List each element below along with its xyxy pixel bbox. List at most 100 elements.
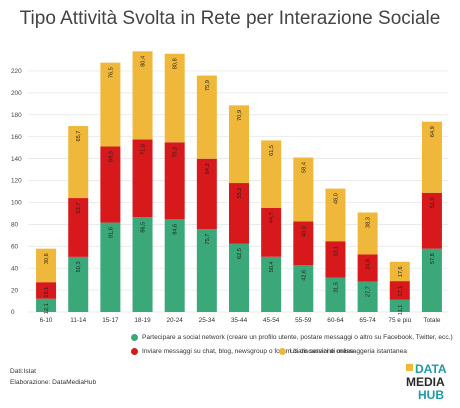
x-tick-label: 18-19: [134, 317, 151, 324]
elaboration-note: Elaborazione: DataMediaHub: [10, 379, 97, 386]
bar-segment: [325, 188, 346, 242]
bar-value-label: 31,5: [333, 282, 339, 293]
datamediahub-logo: DATA MEDIA HUB: [406, 362, 447, 402]
bar-segment: [36, 298, 57, 312]
x-tick-label: 45-54: [263, 317, 280, 324]
x-tick-label: 35-44: [231, 317, 248, 324]
bar-segment: [421, 248, 442, 312]
y-axis-ticks: 0 20 40 60 80 100 120 140 160 180 200 220: [11, 68, 22, 316]
bar-value-label: 75,7: [205, 234, 211, 245]
bar-value-label: 42,6: [301, 270, 307, 281]
bar-segment: [389, 299, 410, 312]
bar-group: 31,5 33,1 48,0: [325, 188, 346, 312]
bar-value-label: 53,7: [76, 203, 82, 214]
bar-segment: [164, 219, 185, 312]
bar-segment: [421, 192, 442, 249]
x-axis-ticks: 6-10 11-14 15-17 18-19 20-24 25-34 35-44 45-54 5…: [40, 317, 441, 324]
bar-segment: [68, 126, 89, 199]
bar-segment: [421, 121, 442, 193]
bar-value-label: 12,1: [44, 303, 50, 314]
legend-label-messaging: Usare servizi di messaggeria istantanea: [290, 348, 407, 355]
bar-value-label: 70,9: [237, 110, 243, 121]
bar-value-label: 71,0: [141, 144, 147, 155]
bar-value-label: 17,1: [398, 286, 404, 297]
bar-value-label: 55,2: [237, 188, 243, 199]
y-tick-label: 220: [11, 68, 22, 75]
y-tick-label: 100: [11, 200, 22, 207]
x-tick-label: 55-59: [295, 317, 312, 324]
x-tick-label: 11-14: [70, 317, 86, 324]
x-tick-label: Totale: [423, 317, 440, 324]
bar-segment: [293, 157, 314, 222]
bar-value-label: 48,0: [333, 193, 339, 204]
bar-segment: [68, 198, 89, 257]
bar-value-label: 30,6: [44, 253, 50, 264]
legend-item-social: Partecipare a social network (creare un …: [131, 334, 453, 341]
y-tick-label: 20: [11, 287, 19, 294]
bar-value-label: 80,4: [141, 56, 147, 67]
bar-group: 57,8 51,0 64,9: [421, 121, 442, 312]
bar-segment: [100, 146, 121, 223]
bar-group: 27,7 24,8 38,3: [357, 212, 378, 312]
legend-item-chat: Inviare messaggi su chat, blog, newsgrou…: [131, 348, 354, 355]
bar-segment: [325, 241, 346, 278]
bar-group: 12,1 15,1 30,6: [36, 248, 57, 314]
x-tick-label: 6-10: [40, 317, 53, 324]
bar-value-label: 69,5: [108, 151, 114, 162]
bar-group: 84,6 70,3 80,8: [164, 53, 185, 312]
legend-item-messaging: Usare servizi di messaggeria istantanea: [279, 348, 407, 355]
bar-value-label: 40,0: [301, 226, 307, 237]
bar-group: 50,3 53,7 65,7: [68, 126, 89, 312]
y-tick-label: 0: [11, 309, 15, 316]
bar-segment: [196, 75, 217, 159]
bar-value-label: 70,3: [173, 147, 179, 158]
bar-value-label: 50,4: [269, 261, 275, 272]
bar-value-label: 38,3: [366, 217, 372, 228]
bar-value-label: 51,0: [430, 197, 436, 208]
x-tick-label: 25-34: [199, 317, 216, 324]
legend-label-chat: Inviare messaggi su chat, blog, newsgrou…: [142, 348, 354, 355]
bar-value-label: 50,3: [76, 261, 82, 272]
bar-value-label: 11,1: [398, 305, 404, 315]
y-tick-label: 140: [11, 156, 22, 163]
x-tick-label: 20-24: [167, 317, 184, 324]
bar-segment: [196, 158, 217, 230]
y-tick-label: 180: [11, 112, 22, 119]
y-tick-label: 40: [11, 265, 19, 272]
legend-label-social: Partecipare a social network (creare un …: [142, 334, 453, 341]
bar-segment: [325, 277, 346, 312]
bar-value-label: 15,1: [44, 287, 50, 298]
bar-segment: [261, 140, 282, 208]
bar-segment: [196, 229, 217, 312]
bar-value-label: 80,8: [173, 58, 179, 69]
bar-segment: [293, 265, 314, 312]
y-tick-label: 200: [11, 90, 22, 97]
bar-segment: [36, 248, 57, 283]
bar-value-label: 61,5: [269, 145, 275, 156]
bar-groups: 12,1 15,1 30,6 50,3 53,7 65,7 81,6 69,5 76,5 86,5…: [36, 51, 442, 315]
bar-segment: [389, 261, 410, 282]
bar-group: 42,6 40,0 58,4: [293, 157, 314, 312]
bar-segment: [389, 281, 410, 300]
bar-segment: [229, 105, 249, 184]
bar-segment: [164, 142, 185, 220]
bar-value-label: 76,5: [108, 67, 114, 78]
bar-segment: [132, 51, 153, 140]
x-tick-label: 75 e più: [388, 317, 411, 324]
bar-group: 11,1 17,1 17,6: [389, 261, 410, 315]
bar-group: 75,7 64,2 75,9: [196, 75, 217, 312]
logo-accent: [406, 364, 413, 371]
stacked-bar-chart: 0 20 40 60 80 100 120 140 160 180 200 220 12,1 15,1 3…: [11, 51, 448, 324]
bar-value-label: 81,6: [108, 227, 114, 238]
y-tick-label: 60: [11, 243, 19, 250]
bar-segment: [261, 207, 282, 257]
bar-segment: [229, 243, 249, 312]
bar-segment: [357, 212, 378, 255]
bar-value-label: 58,4: [301, 162, 307, 173]
bar-group: 86,5 71,0 80,4: [132, 51, 153, 312]
bar-group: 81,6 69,5 76,5: [100, 62, 121, 312]
legend-swatch-red: [131, 348, 138, 355]
logo-line-3: HUB: [418, 388, 444, 402]
legend-swatch-green: [131, 334, 138, 341]
bar-value-label: 24,8: [366, 259, 372, 270]
